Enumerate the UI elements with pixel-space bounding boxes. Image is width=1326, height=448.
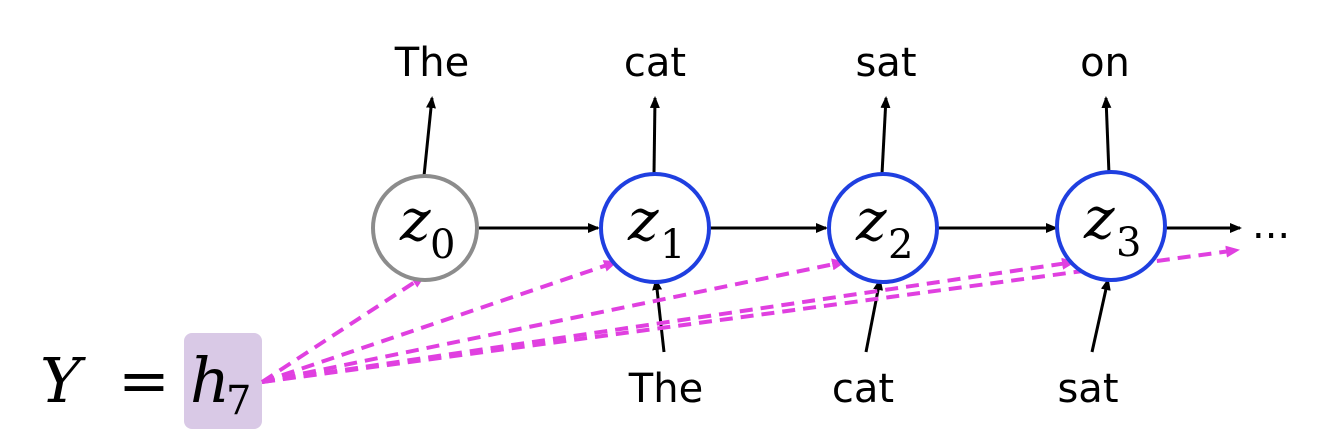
output-word-1: cat bbox=[624, 40, 686, 86]
input-arrow-3 bbox=[1090, 278, 1111, 353]
h7-highlight bbox=[184, 333, 262, 429]
output-arrow-2 bbox=[880, 96, 891, 175]
output-arrow-0 bbox=[422, 96, 436, 177]
node-z2-symbol: z bbox=[855, 186, 887, 254]
output-arrow-1 bbox=[649, 96, 660, 175]
node-z3-symbol: z bbox=[1083, 184, 1115, 252]
node-z2: z 2 bbox=[827, 172, 939, 284]
input-word-1: The bbox=[628, 366, 703, 412]
input-word-2: cat bbox=[832, 366, 894, 412]
output-arrow-3 bbox=[1101, 96, 1112, 175]
node-z2-subscript: 2 bbox=[888, 222, 913, 268]
input-arrow-2 bbox=[864, 278, 883, 353]
input-word-3: sat bbox=[1057, 366, 1118, 412]
node-z0: z 0 bbox=[371, 174, 479, 282]
h-subscript: 7 bbox=[226, 378, 251, 424]
h-symbol: h bbox=[190, 344, 230, 417]
node-z1-subscript: 1 bbox=[660, 222, 685, 268]
equals-sign: = bbox=[118, 344, 170, 417]
attention-arrows bbox=[260, 245, 1240, 384]
input-arrow-1 bbox=[652, 278, 666, 353]
attention-arrow-z0 bbox=[260, 274, 426, 384]
attention-arrow-z2 bbox=[261, 258, 846, 384]
node-z0-symbol: z bbox=[399, 186, 431, 254]
attention-arrow-next bbox=[261, 245, 1240, 384]
node-z1: z 1 bbox=[599, 172, 711, 284]
node-z0-subscript: 0 bbox=[430, 222, 455, 268]
node-z3-subscript: 3 bbox=[1116, 220, 1141, 266]
y-symbol: Y bbox=[40, 344, 86, 417]
node-z0-circle bbox=[371, 174, 479, 282]
continuation-ellipsis: ... bbox=[1252, 202, 1290, 248]
output-word-0: The bbox=[394, 40, 469, 86]
node-z1-symbol: z bbox=[627, 186, 659, 254]
node-z2-circle bbox=[827, 172, 939, 284]
node-z3-circle bbox=[1055, 170, 1167, 282]
output-word-3: on bbox=[1080, 40, 1130, 86]
node-z1-circle bbox=[599, 172, 711, 284]
node-z3: z 3 bbox=[1055, 170, 1167, 282]
output-word-2: sat bbox=[855, 40, 916, 86]
